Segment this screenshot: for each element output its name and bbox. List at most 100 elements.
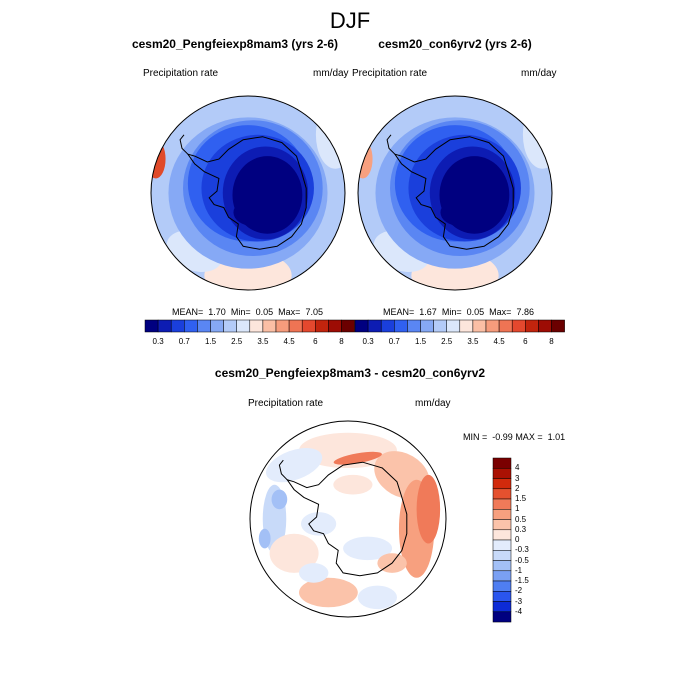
colorbar-box [492,529,512,541]
colorbar-box [492,539,512,551]
colorbar-box [492,601,512,612]
colorbar-box [492,570,512,582]
colorbar-tick-label: 8 [549,337,554,346]
colorbar-box [525,319,539,333]
coastline [386,134,396,155]
field-region [271,489,288,510]
field-region [357,585,397,610]
panel1-left-label: Precipitation rate [143,68,219,79]
colorbar-tick-label: -0.5 [515,555,529,565]
colorbar-box [446,319,461,333]
colorbar-tick-label: 2.5 [441,337,453,346]
colorbar-box [492,488,512,500]
colorbar-tick-label: 0.3 [152,337,164,346]
colorbar-tick-label: 0 [515,535,520,544]
colorbar-tick-label: -1 [515,565,523,575]
map-fill [358,96,552,290]
panel3-left-label: Precipitation rate [248,398,324,409]
colorbar-tick-label: -0.3 [515,545,529,555]
colorbar-box [394,319,408,333]
colorbar-box [301,319,316,333]
colorbar-box [144,319,159,333]
panel1-unit-label: mm/day [313,68,349,79]
colorbar-box [492,611,512,623]
field-region [333,474,373,495]
field-region [258,528,271,549]
field-region [299,577,358,608]
colorbar-tick-label: 0.3 [362,337,374,346]
colorbar-box [492,498,512,510]
map-border [357,95,553,291]
colorbar-tick-label: 0.7 [178,337,190,346]
field-region [333,451,382,465]
colorbar-tick-label: 0.7 [388,337,400,346]
field-region [233,198,273,226]
panel1-max-value: 7.05 [305,307,323,317]
colorbar-box [492,509,512,520]
main-title: DJF [329,8,371,33]
panel2-colorbar [354,319,565,333]
colorbar-box [315,319,329,333]
colorbar-box [492,580,512,592]
coastline [179,134,189,155]
colorbar-box [459,319,474,333]
panel1-min-value: 0.05 [255,307,274,317]
colorbar-box [492,457,512,469]
colorbar-box [472,319,487,333]
colorbar-box [157,319,172,333]
colorbar-box [288,319,303,333]
colorbar-box [262,319,277,333]
colorbar-box [492,468,512,479]
colorbar-tick-label: 6 [523,337,528,346]
colorbar-box [380,319,395,333]
panel3-min-value: -0.99 [492,432,513,442]
coastline [393,136,514,250]
panel3-stats: MIN = -0.99 MAX = 1.01 [463,432,565,442]
map-border [249,420,447,618]
field-region [300,512,337,536]
panel3-max-label: MAX = [515,432,543,442]
panel3-unit-label: mm/day [415,398,451,409]
colorbar-tick-label: 4 [515,463,520,473]
panel2-max-value: 7.86 [516,307,534,317]
panel2-unit-label: mm/day [521,68,557,79]
colorbar-box [511,319,526,333]
colorbar-box [197,319,211,333]
colorbar-box [223,319,237,333]
panel3-min-label: MIN = [463,432,488,442]
colorbar-box [354,319,369,333]
colorbar-box [367,319,382,333]
panel3-title: cesm20_Pengfeiexp8mam3 - cesm20_con6yrv2 [214,366,486,380]
field-region [343,536,393,561]
colorbar-box [551,319,565,333]
colorbar-tick-label: 1.5 [204,337,217,346]
colorbar-tick-label: 6 [313,337,318,346]
colorbar-tick-label: -3 [515,596,523,606]
coastline [285,461,408,577]
colorbar-box [492,519,512,530]
coastline [278,459,288,481]
map-fill [250,421,446,617]
panel2-title: cesm20_con6yrv2 (yrs 2-6) [378,37,532,51]
colorbar-box [328,319,342,333]
high-precip-spot [151,139,166,179]
high-precip-spot [358,139,373,179]
panel2-mean-label: MEAN= [383,307,415,317]
colorbar-tick-label: 2 [515,483,520,493]
panel1-map [150,95,346,291]
field-region [440,198,480,226]
panel2-mean-value: 1.67 [419,307,437,317]
panel2-left-label: Precipitation rate [352,68,428,79]
colorbar-tick-label: -2 [515,586,523,596]
colorbar-box [275,319,290,333]
colorbar-tick-label: 1.5 [414,337,427,346]
colorbar-tick-label: -1.5 [515,576,529,585]
colorbar-box [236,319,251,333]
panel2-max-label: Max= [489,307,512,317]
colorbar-tick-label: 3.5 [467,337,479,346]
panel2-stats: MEAN= 1.67 Min= 0.05 Max= 7.86 [383,307,534,317]
colorbar-box [341,319,355,333]
colorbar-box [420,319,434,333]
colorbar-box [407,319,421,333]
